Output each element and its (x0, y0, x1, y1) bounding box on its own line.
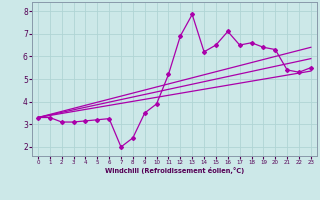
X-axis label: Windchill (Refroidissement éolien,°C): Windchill (Refroidissement éolien,°C) (105, 167, 244, 174)
